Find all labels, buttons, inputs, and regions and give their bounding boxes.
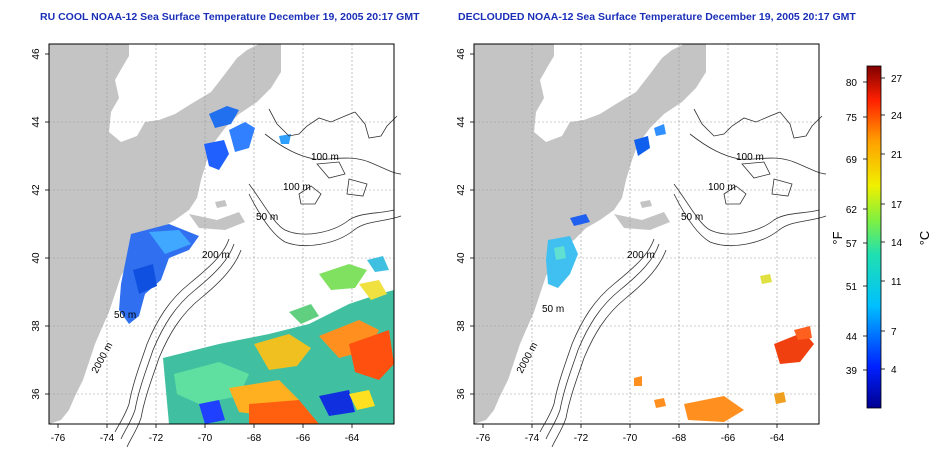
lon-tick-74: -74 [100, 433, 115, 444]
c-tick-21: 21 [891, 150, 903, 161]
f-tick-39: 39 [846, 366, 858, 377]
right-panel-title: DECLOUDED NOAA-12 Sea Surface Temperatur… [458, 11, 856, 23]
lon-tick-68: -68 [247, 433, 262, 444]
lon-tick-64: -64 [345, 433, 360, 444]
lat-tick-42: 42 [456, 184, 467, 196]
contour-label-200m: 200 m [202, 250, 230, 261]
f-tick-62: 62 [846, 205, 858, 216]
lat-tick-44: 44 [31, 116, 42, 128]
lon-tick-66: -66 [721, 433, 736, 444]
f-tick-75: 75 [846, 113, 858, 124]
lat-tick-38: 38 [456, 320, 467, 332]
lat-tick-42: 42 [31, 184, 42, 196]
fahrenheit-label: °F [830, 231, 845, 244]
f-tick-69: 69 [846, 155, 858, 166]
c-tick-14: 14 [891, 238, 903, 249]
lat-tick-46: 46 [31, 48, 42, 60]
contour-label-50m-a: 50 m [256, 212, 278, 223]
lat-tick-38: 38 [31, 320, 42, 332]
lon-tick-72: -72 [574, 433, 589, 444]
f-tick-51: 51 [846, 282, 858, 293]
contour-label-50m-a: 50 m [681, 212, 703, 223]
contour-label-100m-a: 100 m [311, 152, 339, 163]
c-tick-24: 24 [891, 111, 903, 122]
c-tick-27: 27 [891, 74, 903, 85]
right-map-panel: 100 m 100 m 50 m 200 m 50 m 2000 m 36 38… [456, 43, 827, 448]
lat-tick-36: 36 [31, 388, 42, 400]
lat-tick-40: 40 [31, 252, 42, 264]
lat-tick-44: 44 [456, 116, 467, 128]
f-tick-80: 80 [846, 78, 858, 89]
left-map-panel: 100 m 100 m 50 m 200 m 50 m 2000 m 36 38… [31, 43, 402, 448]
contour-label-100m-b: 100 m [708, 182, 736, 193]
contour-label-200m: 200 m [627, 250, 655, 261]
lon-tick-72: -72 [149, 433, 164, 444]
lon-tick-64: -64 [770, 433, 785, 444]
temperature-colorbar: 80 75 69 62 57 51 44 39 27 24 21 17 14 1… [830, 65, 932, 409]
lon-tick-76: -76 [51, 433, 66, 444]
lat-tick-36: 36 [456, 388, 467, 400]
celsius-label: °C [917, 231, 932, 246]
lat-tick-40: 40 [456, 252, 467, 264]
lon-tick-70: -70 [198, 433, 213, 444]
f-tick-44: 44 [846, 332, 858, 343]
lon-tick-74: -74 [525, 433, 540, 444]
c-tick-4: 4 [891, 365, 897, 376]
lat-tick-46: 46 [456, 48, 467, 60]
contour-label-50m-b: 50 m [542, 304, 564, 315]
left-panel-title: RU COOL NOAA-12 Sea Surface Temperature … [40, 11, 420, 23]
colorbar-gradient [866, 65, 882, 409]
sst-data-overlay [119, 106, 394, 424]
contour-label-50m-b: 50 m [114, 310, 136, 321]
f-tick-57: 57 [846, 239, 858, 250]
lon-tick-66: -66 [296, 433, 311, 444]
c-tick-11: 11 [891, 277, 902, 288]
sst-data-overlay [546, 124, 814, 422]
c-tick-7: 7 [891, 327, 897, 338]
contour-label-100m-a: 100 m [736, 152, 764, 163]
c-tick-17: 17 [891, 200, 903, 211]
lon-tick-70: -70 [623, 433, 638, 444]
lon-tick-68: -68 [672, 433, 687, 444]
contour-label-100m-b: 100 m [283, 182, 311, 193]
map-frame [473, 43, 820, 425]
lon-tick-76: -76 [476, 433, 491, 444]
map-frame [48, 43, 395, 425]
